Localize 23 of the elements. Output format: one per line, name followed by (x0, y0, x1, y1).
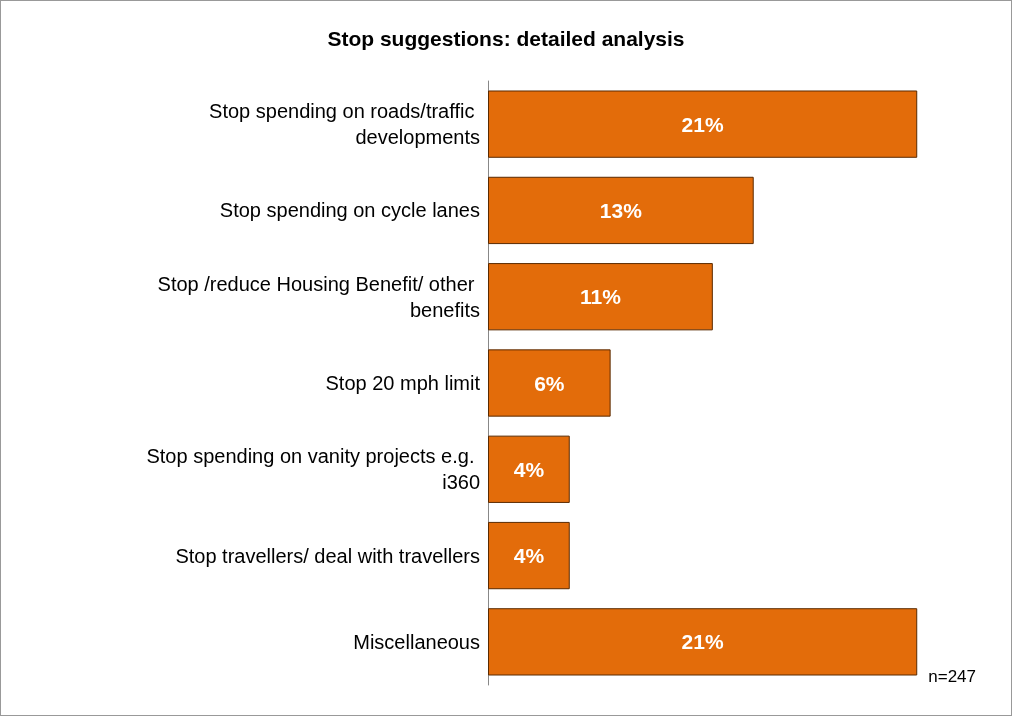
bar (488, 263, 713, 331)
data-label: 6% (534, 371, 565, 395)
y-tick-label: Stop spending on vanity projects e.g. i360 (146, 445, 480, 494)
data-label: 4% (513, 457, 545, 481)
data-label: 13% (599, 198, 643, 222)
data-label: 4% (513, 544, 545, 568)
y-tick-label: Stop spending on roads/traffic developments (209, 100, 480, 149)
bar (488, 521, 570, 590)
text: n=247 (928, 667, 976, 686)
y-tick-label: Stop spending on cycle lanes (219, 199, 480, 222)
bar (488, 90, 918, 158)
bar (488, 435, 570, 503)
bar (488, 176, 754, 245)
y-tick-label: Stop travellers/ deal with travellers (175, 544, 480, 567)
chart-title: Stop suggestions: detailed analysis (327, 27, 685, 50)
y-tick-label: Stop /reduce Housing Benefit/ other benefits (157, 272, 480, 321)
bar (488, 349, 611, 417)
data-label: 21% (681, 630, 724, 654)
data-label: 11% (579, 285, 622, 309)
y-tick-label: Stop 20 mph limit (325, 372, 481, 394)
data-label: 21% (681, 112, 724, 136)
y-tick-label: Miscellaneous (353, 630, 480, 653)
bar (488, 608, 918, 676)
